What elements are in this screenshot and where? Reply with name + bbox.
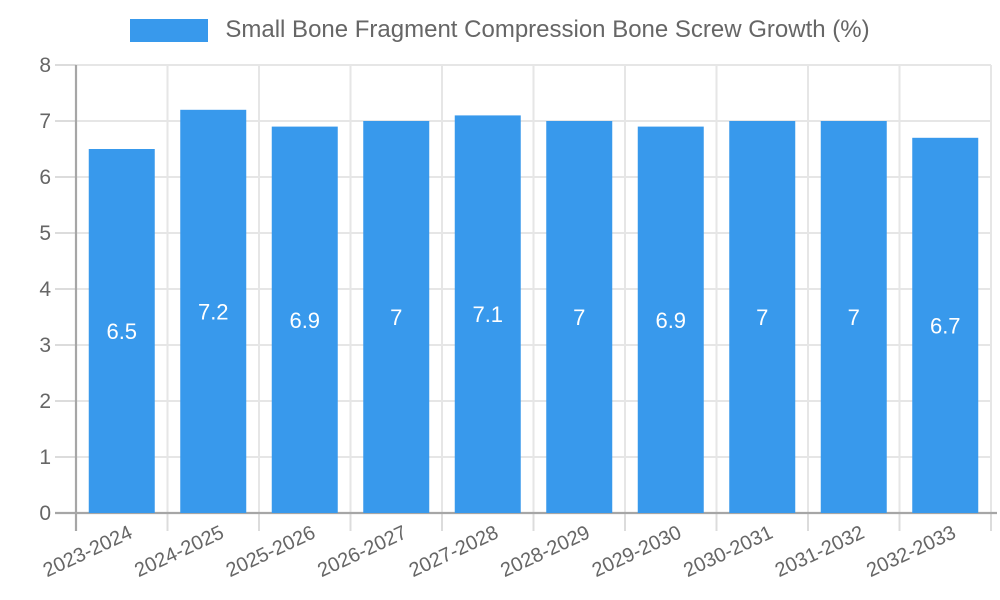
x-tick-label: 2032-2033	[863, 522, 959, 582]
y-tick-label: 4	[39, 278, 51, 301]
y-tick-label: 8	[39, 54, 51, 77]
bar-value-label: 6.9	[655, 308, 686, 333]
bar-value-label: 6.7	[930, 313, 961, 338]
bar	[363, 121, 430, 513]
legend-label: Small Bone Fragment Compression Bone Scr…	[225, 16, 870, 43]
bar-value-label: 6.9	[289, 308, 320, 333]
x-tick-label: 2026-2027	[314, 522, 410, 582]
x-tick-label: 2024-2025	[131, 522, 227, 582]
x-tick-label: 2030-2031	[680, 522, 776, 582]
x-tick-label: 2029-2030	[589, 522, 685, 582]
y-tick-label: 1	[39, 446, 51, 469]
y-tick-label: 3	[39, 334, 51, 357]
bar	[820, 121, 887, 513]
bar-value-label: 7	[573, 305, 585, 330]
legend-swatch	[130, 18, 209, 42]
bar	[729, 121, 796, 513]
x-tick-label: 2031-2032	[772, 522, 868, 582]
x-tick-label: 2023-2024	[40, 522, 136, 582]
x-tick-label: 2027-2028	[406, 522, 502, 582]
y-tick-label: 7	[39, 110, 51, 133]
y-tick-label: 0	[39, 502, 51, 525]
bar	[454, 115, 521, 514]
bar-value-label: 7	[848, 305, 860, 330]
bar	[88, 149, 155, 513]
bar	[180, 109, 247, 514]
y-tick-label: 6	[39, 166, 51, 189]
y-tick-label: 5	[39, 222, 51, 245]
bar-value-label: 7.2	[198, 299, 229, 324]
bar	[912, 137, 979, 514]
bar-value-label: 7	[756, 305, 768, 330]
bar	[271, 126, 338, 513]
bar	[637, 126, 704, 513]
bar-value-label: 6.5	[106, 319, 137, 344]
chart-legend-item[interactable]: Small Bone Fragment Compression Bone Scr…	[0, 18, 1000, 42]
x-tick-label: 2028-2029	[497, 522, 593, 582]
x-tick-label: 2025-2026	[223, 522, 319, 582]
bar-value-label: 7.1	[472, 302, 503, 327]
bar-value-label: 7	[390, 305, 402, 330]
y-tick-label: 2	[39, 390, 51, 413]
bar	[546, 121, 613, 513]
